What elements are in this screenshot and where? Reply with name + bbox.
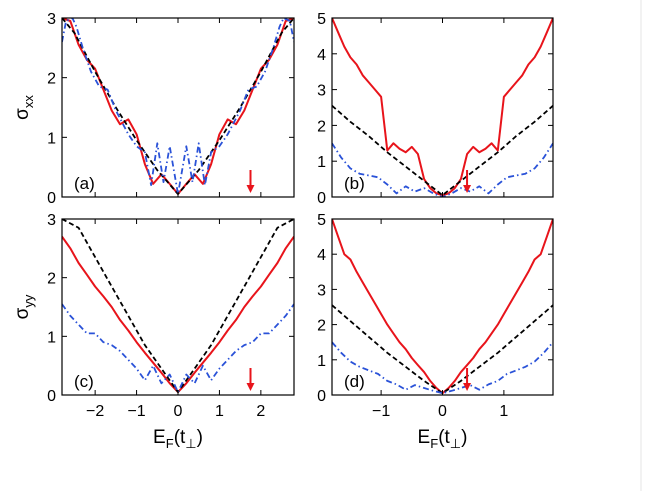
y-tick-label: 5 bbox=[317, 11, 326, 28]
x-axis-label: EF(t⊥) bbox=[153, 427, 203, 451]
y-tick-label: 1 bbox=[317, 353, 326, 370]
y-tick-label: 2 bbox=[317, 118, 326, 135]
series-black-dashed bbox=[62, 18, 294, 195]
arrow-marker bbox=[246, 368, 255, 391]
series-blue-dashdot bbox=[332, 142, 553, 197]
y-tick-label: 1 bbox=[317, 154, 326, 171]
y-tick-label: 3 bbox=[317, 83, 326, 100]
panel-label: (b) bbox=[344, 174, 365, 193]
y-tick-label: 1 bbox=[47, 130, 56, 147]
series-red-solid bbox=[62, 236, 294, 394]
series-black-dashed bbox=[62, 219, 294, 393]
y-tick-label: 2 bbox=[47, 71, 56, 88]
x-tick-label: 1 bbox=[215, 403, 224, 420]
y-tick-label: 2 bbox=[47, 271, 56, 288]
axes-frame bbox=[331, 17, 554, 198]
x-tick-label: 1 bbox=[499, 403, 508, 420]
series-red-solid bbox=[62, 18, 294, 195]
x-tick-label: 2 bbox=[256, 403, 265, 420]
y-tick-label: 0 bbox=[317, 388, 326, 405]
x-tick-label: −2 bbox=[86, 403, 104, 420]
x-tick-label: 0 bbox=[174, 403, 183, 420]
panel-c: −2 −1 0 1 2 0 1 2 3 (c) σyy EF(t⊥) bbox=[12, 212, 295, 451]
y-tick-label: 3 bbox=[47, 212, 56, 229]
y-tick-label: 3 bbox=[317, 282, 326, 299]
x-axis-label: EF(t⊥) bbox=[418, 427, 468, 451]
y-tick-label: 0 bbox=[47, 190, 56, 207]
series-group bbox=[62, 18, 294, 195]
series-black-dashed bbox=[332, 105, 553, 197]
series-group bbox=[332, 18, 553, 197]
series-group bbox=[332, 219, 553, 395]
panel-b: 0 1 2 3 4 5 (b) bbox=[317, 11, 554, 207]
y-axis-label: σyy bbox=[12, 294, 36, 319]
y-tick-label: 0 bbox=[47, 388, 56, 405]
y-tick-label: 1 bbox=[47, 329, 56, 346]
x-tick-label: −1 bbox=[372, 403, 390, 420]
axes-frame bbox=[61, 218, 295, 396]
y-tick-label: 3 bbox=[47, 11, 56, 28]
y-tick-label: 4 bbox=[317, 47, 326, 64]
panel-a: 0 1 2 3 (a) σxx bbox=[12, 11, 295, 207]
series-red-solid bbox=[332, 18, 553, 197]
panel-label: (d) bbox=[344, 372, 365, 391]
arrow-marker bbox=[246, 170, 255, 193]
series-blue-dashdot bbox=[332, 341, 553, 395]
y-tick-label: 4 bbox=[317, 247, 326, 264]
series-blue-dashdot bbox=[62, 303, 294, 393]
y-tick-label: 2 bbox=[317, 318, 326, 335]
arrow-marker bbox=[463, 170, 472, 193]
y-tick-label: 5 bbox=[317, 212, 326, 229]
panel-label: (c) bbox=[74, 372, 94, 391]
arrow-marker bbox=[463, 368, 472, 391]
y-tick-label: 0 bbox=[317, 190, 326, 207]
series-blue-dashdot bbox=[62, 18, 294, 195]
x-tick-label: 0 bbox=[438, 403, 447, 420]
panel-label: (a) bbox=[74, 174, 95, 193]
x-tick-label: −1 bbox=[127, 403, 145, 420]
series-group bbox=[62, 219, 294, 394]
axes-frame bbox=[61, 17, 295, 198]
series-red-solid bbox=[332, 219, 553, 395]
series-black-dashed bbox=[332, 304, 553, 395]
panel-d: −1 0 1 0 1 2 3 4 5 (d) EF(t⊥) bbox=[317, 212, 554, 451]
y-axis-label: σxx bbox=[12, 95, 36, 120]
